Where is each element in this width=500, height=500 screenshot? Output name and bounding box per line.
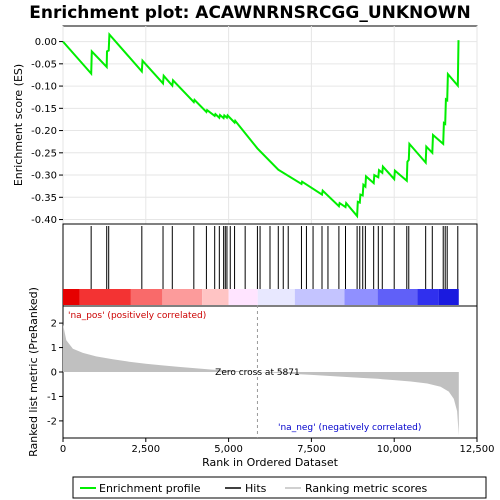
- negative-correlation-label: 'na_neg' (negatively correlated): [278, 423, 421, 433]
- es-y-tick-label: -0.05: [31, 59, 57, 70]
- positive-correlation-label: 'na_pos' (positively correlated): [68, 311, 206, 321]
- es-y-tick-label: -0.40: [31, 215, 57, 226]
- es-y-ticks: 0.00 -0.05 -0.10 -0.15 -0.20 -0.25 -0.30 -0.35 -…: [31, 37, 63, 226]
- es-y-tick-label: -0.15: [31, 104, 57, 115]
- rank-color-segment: [344, 289, 378, 305]
- es-y-tick-label: -0.20: [31, 126, 57, 137]
- rank-color-bar: [63, 289, 459, 305]
- metric-y-tick-label: 0: [51, 368, 57, 379]
- legend-label-ranking-metric: Ranking metric scores: [305, 482, 427, 495]
- metric-y-tick-label: 2: [51, 319, 57, 330]
- rank-color-segment: [228, 289, 258, 305]
- x-axis-ticks: 0 2,500 5,000 7,500 10,000 12,500: [60, 438, 495, 455]
- es-profile: [62, 31, 460, 219]
- rank-color-segment: [63, 289, 80, 305]
- x-tick-label: 12,500: [460, 444, 495, 455]
- rank-color-segment: [257, 289, 295, 305]
- metric-y-tick-label: -1: [47, 392, 57, 403]
- legend-box: [72, 476, 487, 499]
- chart-title: Enrichment plot: ACAWNRNSRCGG_UNKNOWN: [29, 3, 470, 23]
- x-tick-label: 10,000: [377, 444, 412, 455]
- metric-y-axis-label: Ranked list metric (PreRanked): [27, 287, 40, 457]
- rank-color-segment: [417, 289, 439, 305]
- rank-color-segment: [377, 289, 418, 305]
- x-axis-label: Rank in Ordered Dataset: [202, 456, 339, 469]
- es-profile-line: [62, 31, 460, 219]
- x-tick-label: 2,500: [131, 444, 160, 455]
- es-panel: 0.00 -0.05 -0.10 -0.15 -0.20 -0.25 -0.30 -0.35 -…: [12, 25, 478, 226]
- rank-color-segment: [79, 289, 131, 305]
- es-y-axis-label: Enrichment score (ES): [12, 64, 25, 186]
- legend: Enrichment profile Hits Ranking metric s…: [72, 476, 487, 499]
- x-tick-label: 7,500: [297, 444, 326, 455]
- metric-panel: 2 1 0 -1 -2 Zero cross at 5871 'na_pos' (pos…: [27, 287, 478, 457]
- x-tick-label: 0: [60, 444, 66, 455]
- es-y-tick-label: -0.35: [31, 193, 57, 204]
- hit-lines: [90, 226, 459, 289]
- rank-color-segment: [202, 289, 229, 305]
- es-panel-frame: [62, 25, 478, 225]
- metric-y-tick-label: -2: [47, 416, 57, 427]
- hits-panel: [62, 223, 478, 307]
- es-y-tick-label: 0.00: [35, 37, 57, 48]
- rank-color-segment: [162, 289, 203, 305]
- metric-fill: [63, 324, 459, 436]
- legend-label-enrichment-profile: Enrichment profile: [99, 482, 201, 495]
- rank-color-segment: [294, 289, 345, 305]
- legend-label-hits: Hits: [245, 482, 267, 495]
- rank-color-segment: [438, 289, 459, 305]
- x-tick-label: 5,000: [214, 444, 243, 455]
- zero-cross-label: Zero cross at 5871: [215, 368, 300, 378]
- es-y-tick-label: -0.30: [31, 171, 57, 182]
- rank-color-segment: [130, 289, 163, 305]
- metric-area: [63, 324, 459, 436]
- metric-y-tick-label: 1: [51, 343, 57, 354]
- es-gridlines: [62, 26, 478, 224]
- es-y-tick-label: -0.10: [31, 82, 57, 93]
- es-y-tick-label: -0.25: [31, 148, 57, 159]
- metric-y-ticks: 2 1 0 -1 -2: [47, 319, 63, 427]
